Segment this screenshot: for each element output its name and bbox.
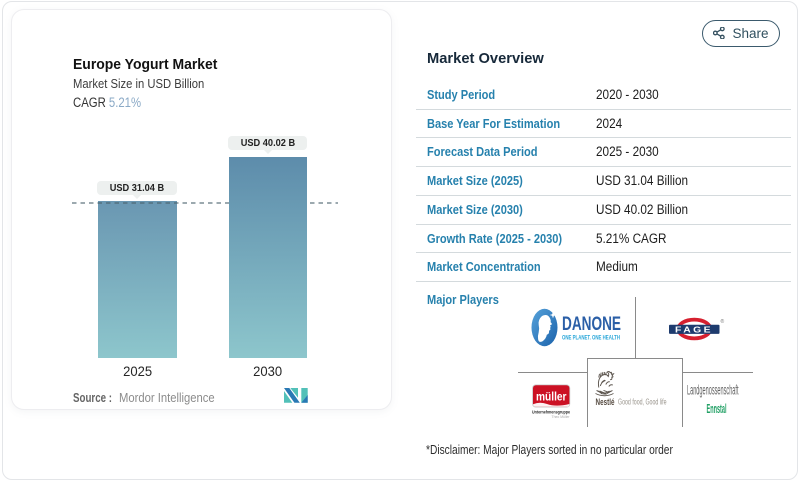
svg-text:FAGE: FAGE — [675, 324, 713, 334]
svg-text:DANONE: DANONE — [562, 313, 621, 335]
svg-text:®: ® — [721, 318, 725, 325]
svg-text:Nestlé: Nestlé — [596, 396, 615, 407]
svg-text:Unternehmensgruppe: Unternehmensgruppe — [532, 410, 570, 415]
svg-text:Landgenossenschaft: Landgenossenschaft — [687, 383, 739, 398]
svg-text:müller: müller — [536, 392, 567, 404]
svg-text:Theo Müller: Theo Müller — [552, 415, 571, 419]
svg-text:ONE PLANET. ONE HEALTH: ONE PLANET. ONE HEALTH — [562, 335, 620, 342]
svg-text:Good food, Good life: Good food, Good life — [618, 397, 667, 406]
svg-text:Ennstal: Ennstal — [707, 401, 727, 416]
